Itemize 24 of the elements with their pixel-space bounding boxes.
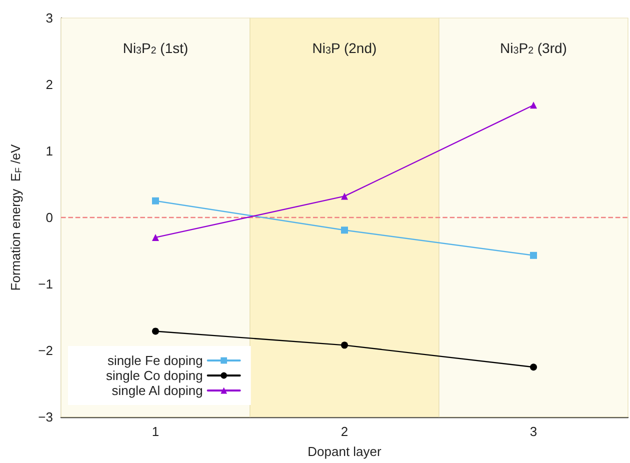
x-tick-label: 1	[152, 424, 160, 439]
y-tick-label: −2	[38, 343, 53, 358]
x-tick-label: 2	[340, 424, 348, 439]
x-tick-label: 3	[530, 424, 538, 439]
y-tick-label: 1	[46, 144, 53, 158]
legend-label: single Fe doping	[107, 353, 203, 368]
point	[152, 197, 159, 204]
y-axis-title: Formation energy EF /eV	[8, 144, 24, 291]
point	[152, 234, 159, 241]
point	[341, 226, 348, 234]
legend-label: single Al doping	[112, 383, 203, 398]
y-tick-label: 2	[46, 77, 53, 92]
point	[530, 252, 537, 259]
point	[530, 364, 537, 371]
y-tick-label: 3	[46, 10, 53, 26]
x-axis-title: Dopant layer	[308, 444, 382, 459]
point	[152, 328, 159, 335]
y-tick-label: −1	[38, 276, 53, 292]
y-tick-label: −3	[38, 410, 53, 424]
point	[341, 342, 348, 349]
point	[530, 102, 537, 109]
point	[341, 192, 348, 200]
legend-label: single Co doping	[106, 368, 203, 383]
y-tick-label: 0	[46, 210, 53, 225]
